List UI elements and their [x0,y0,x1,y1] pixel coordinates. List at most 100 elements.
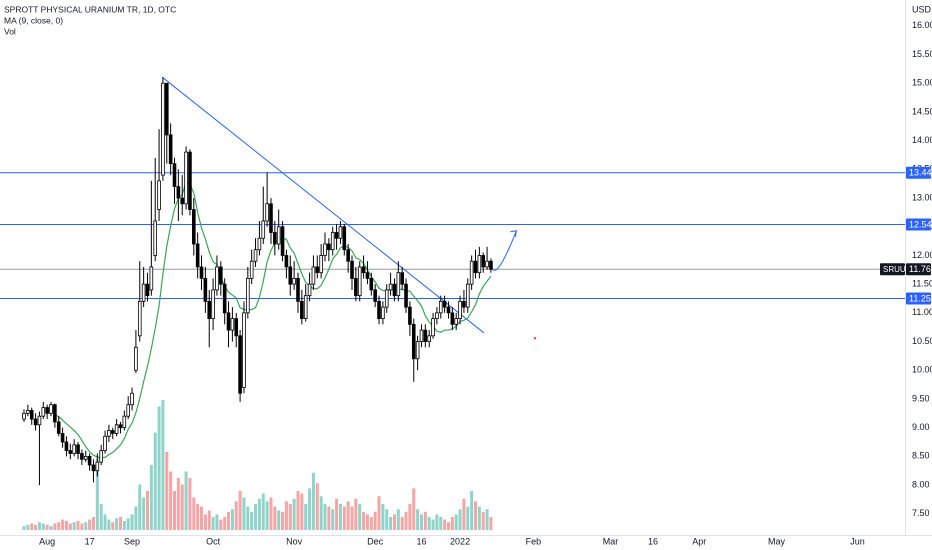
candle-body [91,464,96,472]
candle-body [477,255,482,274]
candle-body [319,255,323,274]
candle-body [327,243,331,251]
candle-body [342,226,347,251]
candle-body [161,82,165,176]
candle-body [357,266,362,297]
volume-bar [416,509,420,530]
candle-body [404,283,408,308]
y-tick-label: 14.00 [912,135,932,145]
candle-body [242,312,246,388]
volume-bar [354,498,358,530]
candle-body [107,430,111,437]
volume-bar [138,484,142,530]
x-tick-label: 17 [85,536,95,546]
volume-bar [389,517,393,530]
candle-body [145,283,150,297]
volume-bar [34,524,38,530]
candle-body [450,312,455,325]
y-tick-label: 8.00 [912,479,930,489]
volume-bar [227,511,231,530]
volume-bar [338,504,342,530]
volume-bar [169,471,173,530]
ma-line [54,181,492,459]
candle-body [37,415,42,426]
chart-title: SPROTT PHYSICAL URANIUM TR, 1D, OTC [4,4,176,14]
volume-bar [392,514,396,530]
hline-value-box [906,218,931,231]
volume-bar [319,496,323,530]
volume-bar [265,501,269,530]
candle-body [60,433,65,443]
volume-bar [261,493,265,530]
hline-value-box [906,166,931,179]
candle-body [481,255,486,268]
volume-bar [273,506,277,530]
volume-bar [61,519,65,530]
candle-body [153,220,158,256]
candle-body [172,163,177,187]
y-tick-label: 10.00 [912,365,932,375]
volume-bar [215,514,219,530]
volume-bar [223,517,227,530]
volume-bar [107,519,111,530]
volume-bar [466,506,470,530]
volume-bar [22,526,26,530]
candle-body [215,266,219,291]
volume-bar [91,517,95,530]
candle-body [396,272,401,297]
candle-body [489,260,493,270]
candle-body [83,455,88,460]
volume-bar [145,491,149,530]
candle-body [33,418,38,426]
volume-bar [269,497,273,530]
candle-body [56,421,61,434]
volume-bar [153,432,157,530]
volume-bar [130,514,134,530]
volume-bar [149,465,153,530]
volume-bar [443,519,447,530]
candle-body [29,410,34,420]
volume-bar [412,488,416,530]
y-tick-label: 9.50 [912,393,930,403]
candle-body [72,444,76,454]
candle-body [373,289,377,302]
candle-body [273,232,277,245]
volume-bar [342,506,346,530]
volume-bar [331,509,335,530]
volume-bar [385,509,389,530]
x-tick-label: Mar [603,536,619,546]
ma-legend: MA (9, close, 0) [4,15,63,25]
candle-body [203,278,208,302]
volume-bar [315,483,319,530]
volume-bar [281,511,285,530]
volume-bar [369,517,373,530]
volume-bar [373,511,377,530]
candle-body [377,300,381,320]
x-tick-label: Oct [206,536,221,546]
candle-body [330,232,335,251]
volume-bar [99,504,103,530]
candle-body [149,266,154,291]
candle-body [246,278,250,314]
candle-body [45,407,49,414]
candle-body [369,278,374,291]
symbol-label: SRUUF [883,265,911,274]
volume-bar [184,471,188,530]
volume-bar [246,506,250,530]
volume-bar [250,511,254,530]
volume-bar [485,509,489,530]
x-tick-label: Nov [286,536,303,546]
candle-body [103,435,107,452]
candle-body [361,266,366,274]
x-tick-label: Feb [526,536,542,546]
volume-bar [396,509,400,530]
volume-bar [419,514,423,530]
candle-body [257,237,262,251]
candle-body [253,249,258,262]
candle-body [300,300,304,320]
volume-bar [470,491,474,530]
volume-bar [473,501,477,530]
volume-bar [489,517,493,530]
y-tick-label: 12.00 [912,250,932,260]
candle-body [408,306,412,325]
